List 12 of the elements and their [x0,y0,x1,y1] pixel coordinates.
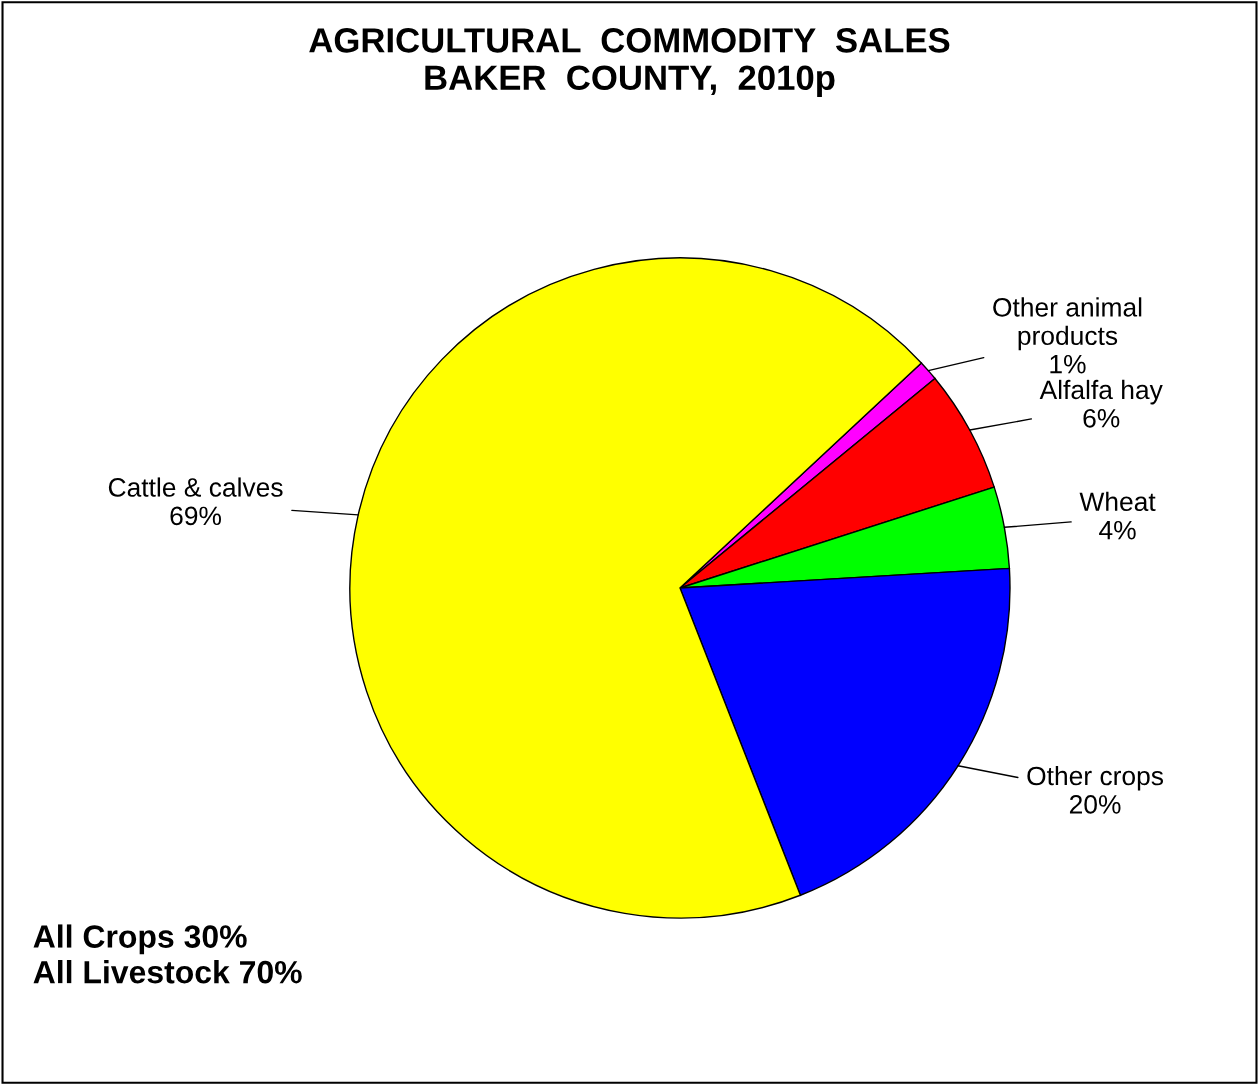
data-label: 1% [1050,354,1086,374]
chart-title: AGRICULTURAL COMMODITY SALES BAKER COUNTY, 2010p [309,28,950,97]
data-label: 6% [1083,408,1120,428]
data-label: 4% [1099,520,1136,540]
slice-label: Alfalfa hay [1039,379,1163,405]
slice-label: Other animal products [993,297,1142,351]
data-label: 20% [1069,795,1121,814]
slice-label: Cattle & calves [108,477,283,497]
text: All Crops 30% All Livestock 70% [33,924,302,984]
slice-label: Wheat [1079,491,1156,512]
slice-label: Other crops [1027,765,1164,791]
data-label: 69% [170,506,221,526]
